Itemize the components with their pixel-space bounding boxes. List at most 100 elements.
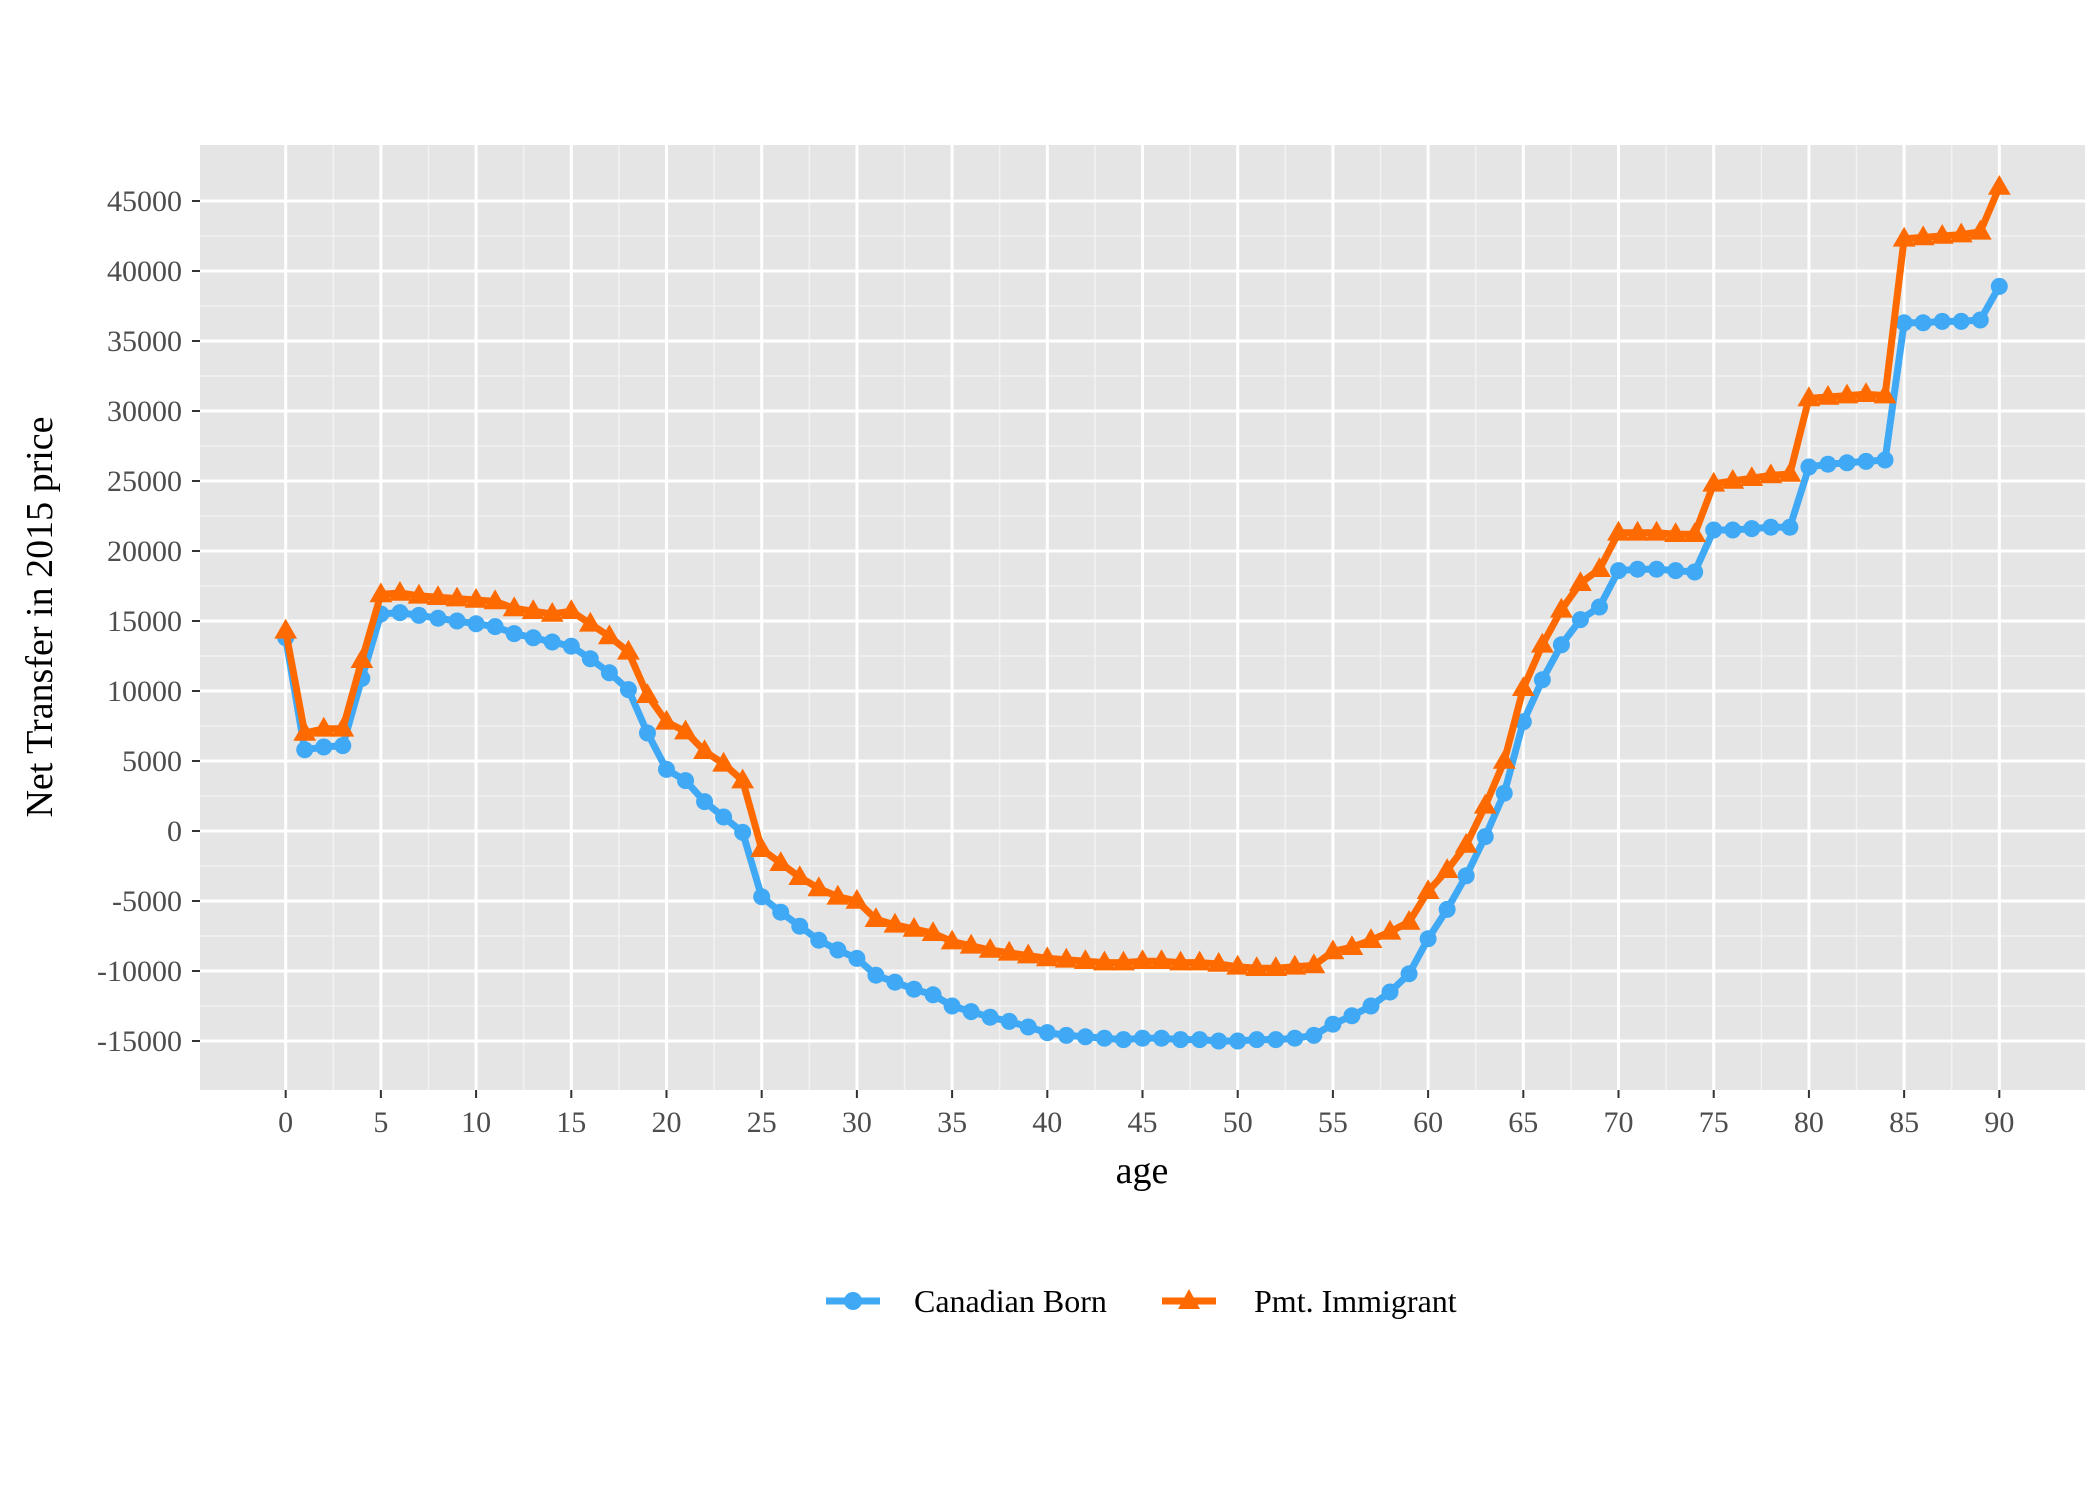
data-point: [1226, 954, 1250, 975]
data-point: [1210, 1032, 1228, 1050]
data-point: [543, 633, 561, 651]
data-point: [674, 719, 697, 740]
data-point: [429, 609, 447, 627]
y-axis-title: Net Transfer in 2015 price: [19, 416, 61, 817]
data-point: [1248, 1031, 1266, 1049]
data-point: [617, 639, 640, 660]
data-point: [1169, 950, 1192, 971]
data-point: [962, 1003, 980, 1021]
legend-item-canadian-born: Canadian Born: [826, 1283, 1107, 1319]
y-tick-label: -10000: [97, 955, 182, 988]
data-point: [1057, 1026, 1075, 1044]
data-point: [407, 583, 431, 604]
data-point: [486, 618, 504, 636]
data-point: [426, 585, 450, 605]
data-point: [1397, 910, 1421, 930]
data-point: [1667, 562, 1685, 580]
data-point: [791, 917, 809, 935]
data-point: [1343, 1007, 1361, 1025]
data-point: [1324, 1015, 1342, 1033]
data-point: [1150, 949, 1173, 969]
data-point: [1854, 382, 1878, 402]
data-point: [1759, 463, 1783, 484]
y-axis-ticks: -15000 -10000 -5000 0 5000 10000 15000 20000 250…: [97, 185, 200, 1058]
data-point: [1781, 518, 1799, 536]
data-point: [1588, 557, 1611, 577]
data-point: [1362, 997, 1380, 1015]
data-point: [1134, 1029, 1151, 1047]
data-point: [1207, 952, 1231, 972]
data-point: [1438, 900, 1456, 918]
data-point: [315, 738, 333, 756]
y-tick-label: 15000: [107, 605, 182, 638]
y-tick-label: -5000: [112, 885, 182, 918]
data-point: [1511, 676, 1535, 696]
x-tick-label: 35: [937, 1106, 967, 1139]
data-point: [1626, 520, 1649, 541]
data-point: [1054, 947, 1078, 968]
data-point: [1112, 950, 1135, 971]
data-point: [924, 986, 942, 1004]
data-point: [1952, 312, 1970, 330]
data-point: [1076, 1028, 1094, 1046]
data-point: [657, 760, 675, 778]
data-point: [293, 721, 317, 741]
data-point: [1073, 949, 1097, 969]
data-point: [715, 808, 733, 826]
data-point: [712, 751, 736, 772]
data-point: [677, 772, 695, 790]
data-point: [1492, 749, 1516, 769]
data-point: [1495, 784, 1513, 802]
legend: Canadian Born Pmt. Immigrant: [826, 1283, 1457, 1319]
data-point: [1971, 311, 1989, 329]
data-point: [1705, 521, 1723, 539]
x-tick-label: 75: [1699, 1106, 1729, 1139]
x-axis-title: age: [1116, 1150, 1169, 1192]
data-point: [845, 889, 869, 909]
x-tick-label: 60: [1413, 1106, 1443, 1139]
data-point: [369, 582, 393, 603]
y-tick-label: 0: [167, 815, 182, 848]
data-point: [940, 929, 964, 950]
x-tick-label: 90: [1984, 1106, 2014, 1139]
data-point: [334, 737, 352, 755]
data-point: [505, 625, 523, 643]
data-point: [655, 709, 678, 730]
data-point: [1607, 520, 1630, 541]
data-point: [1933, 312, 1951, 330]
data-point: [1381, 983, 1399, 1001]
data-point: [1552, 636, 1570, 654]
data-point: [1778, 462, 1802, 482]
data-point: [1419, 930, 1437, 948]
data-point: [1895, 314, 1913, 332]
data-point: [296, 741, 314, 759]
data-point: [1191, 1031, 1209, 1049]
y-tick-label: 35000: [107, 325, 182, 358]
data-point: [619, 681, 637, 699]
data-point: [1721, 469, 1745, 489]
data-point: [997, 940, 1021, 961]
data-point: [810, 931, 828, 949]
x-tick-label: 50: [1223, 1106, 1253, 1139]
y-tick-label: 20000: [107, 535, 182, 568]
data-point: [1435, 858, 1459, 878]
legend-key-marker-canadian-born: [844, 1292, 862, 1310]
x-tick-label: 45: [1128, 1106, 1158, 1139]
data-point: [1930, 224, 1954, 244]
data-point: [1797, 386, 1821, 407]
data-point: [864, 907, 888, 927]
data-point: [562, 637, 580, 655]
data-point: [600, 664, 618, 682]
series-layer: [274, 175, 2011, 1050]
data-point: [1153, 1029, 1171, 1047]
data-point: [1131, 949, 1154, 969]
x-tick-label: 80: [1794, 1106, 1824, 1139]
data-point: [1990, 277, 2008, 295]
x-tick-label: 10: [461, 1106, 491, 1139]
data-point: [1476, 828, 1494, 846]
data-point: [905, 980, 923, 998]
data-point: [636, 683, 659, 703]
data-point: [1590, 598, 1608, 616]
data-point: [483, 589, 507, 610]
data-point: [581, 650, 599, 668]
